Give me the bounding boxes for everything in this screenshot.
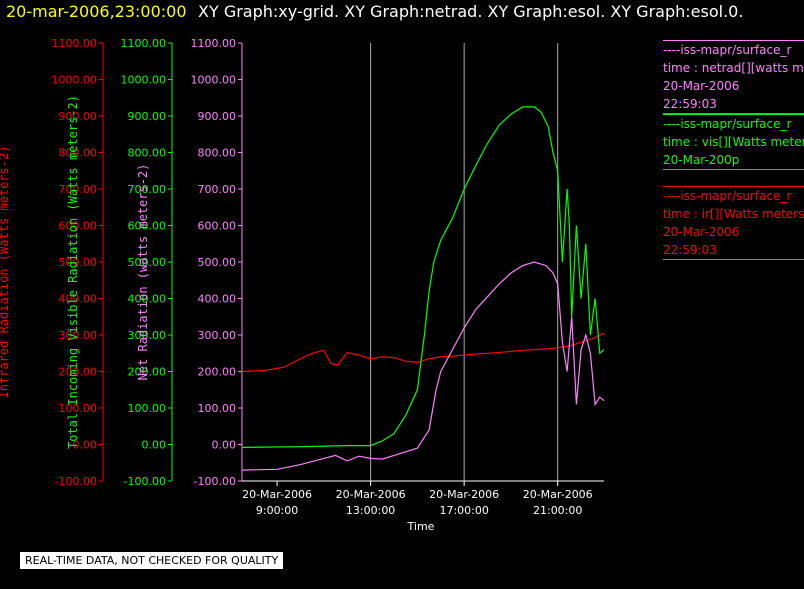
y-tick-label-vis: -100.00 xyxy=(124,475,166,488)
y-tick-label-net: 100.00 xyxy=(198,402,237,415)
y-tick-label-net: 700.00 xyxy=(198,183,237,196)
y-tick-label-vis: 1000.00 xyxy=(121,74,167,87)
series-line-ir xyxy=(241,332,605,373)
y-tick-label-net: 600.00 xyxy=(198,220,237,233)
y-tick-label-ir: 100.00 xyxy=(59,402,98,415)
y-tick-label-net: 400.00 xyxy=(198,293,237,306)
y-tick-label-vis: 700.00 xyxy=(128,183,167,196)
y-tick-label-vis: 400.00 xyxy=(128,293,167,306)
y-tick-label-ir: 400.00 xyxy=(59,293,98,306)
y-tick-label-ir: 1100.00 xyxy=(52,37,98,50)
y-tick-label-ir: 800.00 xyxy=(59,147,98,160)
y-tick-label-vis: 500.00 xyxy=(128,256,167,269)
y-tick-label-net: 500.00 xyxy=(198,256,237,269)
legend-netrad-source: ----iss-mapr/surface_r xyxy=(663,40,804,59)
y-tick-label-net: 200.00 xyxy=(198,366,237,379)
legend-vis-source: ----iss-mapr/surface_r xyxy=(663,114,804,133)
x-axis-label: Time xyxy=(407,520,435,533)
y-tick-label-vis: 1100.00 xyxy=(121,37,167,50)
y-tick-label-net: 300.00 xyxy=(198,329,237,342)
x-tick-date: 20-Mar-2006 xyxy=(523,488,593,501)
y-tick-label-vis: 900.00 xyxy=(128,110,167,123)
quality-warning: REAL-TIME DATA, NOT CHECKED FOR QUALITY xyxy=(19,551,285,570)
y-tick-label-net: 1100.00 xyxy=(191,37,237,50)
y-tick-label-net: 900.00 xyxy=(198,110,237,123)
y-tick-label-vis: 300.00 xyxy=(128,329,167,342)
y-tick-label-vis: 200.00 xyxy=(128,366,167,379)
legend-netrad-variable: time : netrad[][watts m xyxy=(663,61,804,75)
y-tick-label-net: -100.00 xyxy=(194,475,236,488)
x-tick-time: 13:00:00 xyxy=(346,504,395,517)
y-tick-label-ir: 0.00 xyxy=(73,439,98,452)
y-axis-label-vis: Total Incoming Visible Radiation (Watts … xyxy=(66,95,80,449)
y-tick-label-net: 1000.00 xyxy=(191,74,237,87)
y-tick-label-ir: -100.00 xyxy=(55,475,97,488)
x-tick-date: 20-Mar-2006 xyxy=(242,488,312,501)
y-tick-label-net: 0.00 xyxy=(212,439,237,452)
y-tick-label-ir: 200.00 xyxy=(59,366,98,379)
legend-ir-variable: time : ir[][Watts meters xyxy=(663,207,804,221)
legend-vis-date: 20-Mar-200p xyxy=(663,153,740,167)
y-tick-label-ir: 600.00 xyxy=(59,220,98,233)
y-tick-label-ir: 500.00 xyxy=(59,256,98,269)
y-tick-label-ir: 900.00 xyxy=(59,110,98,123)
y-tick-label-vis: 800.00 xyxy=(128,147,167,160)
x-tick-date: 20-Mar-2006 xyxy=(429,488,499,501)
legend-netrad-date: 20-Mar-2006 xyxy=(663,79,740,93)
x-tick-time: 17:00:00 xyxy=(439,504,488,517)
legend-vis-variable: time : vis[][Watts meter xyxy=(663,135,804,149)
legend-netrad-time: 22:59:03 xyxy=(663,97,717,111)
x-tick-time: 21:00:00 xyxy=(533,504,582,517)
y-tick-label-ir: 700.00 xyxy=(59,183,98,196)
y-tick-label-net: 800.00 xyxy=(198,147,237,160)
series-line-net xyxy=(241,261,605,471)
y-axis-label-ir: Infrared Radiation (Watts meters-2) xyxy=(0,146,11,399)
y-tick-label-ir: 300.00 xyxy=(59,329,98,342)
y-tick-label-ir: 1000.00 xyxy=(52,74,98,87)
legend-ir-date: 20-Mar-2006 xyxy=(663,225,740,239)
x-tick-date: 20-Mar-2006 xyxy=(336,488,406,501)
legend-ir: ----iss-mapr/surface_r time : ir[][Watts… xyxy=(663,186,804,260)
graph-titles: XY Graph:xy-grid. XY Graph:netrad. XY Gr… xyxy=(198,2,744,21)
legend-vis: ----iss-mapr/surface_r time : vis[][Watt… xyxy=(663,114,804,170)
series-line-vis xyxy=(241,106,605,448)
y-tick-label-vis: 100.00 xyxy=(128,402,167,415)
y-axis-label-net: Net Radiation (watts meters-2) xyxy=(136,164,150,381)
legend-netrad: ----iss-mapr/surface_r time : netrad[][w… xyxy=(663,40,804,114)
date-label: 20-mar-2006,23:00:00 xyxy=(6,2,187,21)
legend-ir-source: ----iss-mapr/surface_r xyxy=(663,186,804,205)
x-tick-time: 9:00:00 xyxy=(256,504,298,517)
y-tick-label-vis: 0.00 xyxy=(142,439,167,452)
legend-ir-time: 22:59:03 xyxy=(663,243,717,257)
y-tick-label-vis: 600.00 xyxy=(128,220,167,233)
